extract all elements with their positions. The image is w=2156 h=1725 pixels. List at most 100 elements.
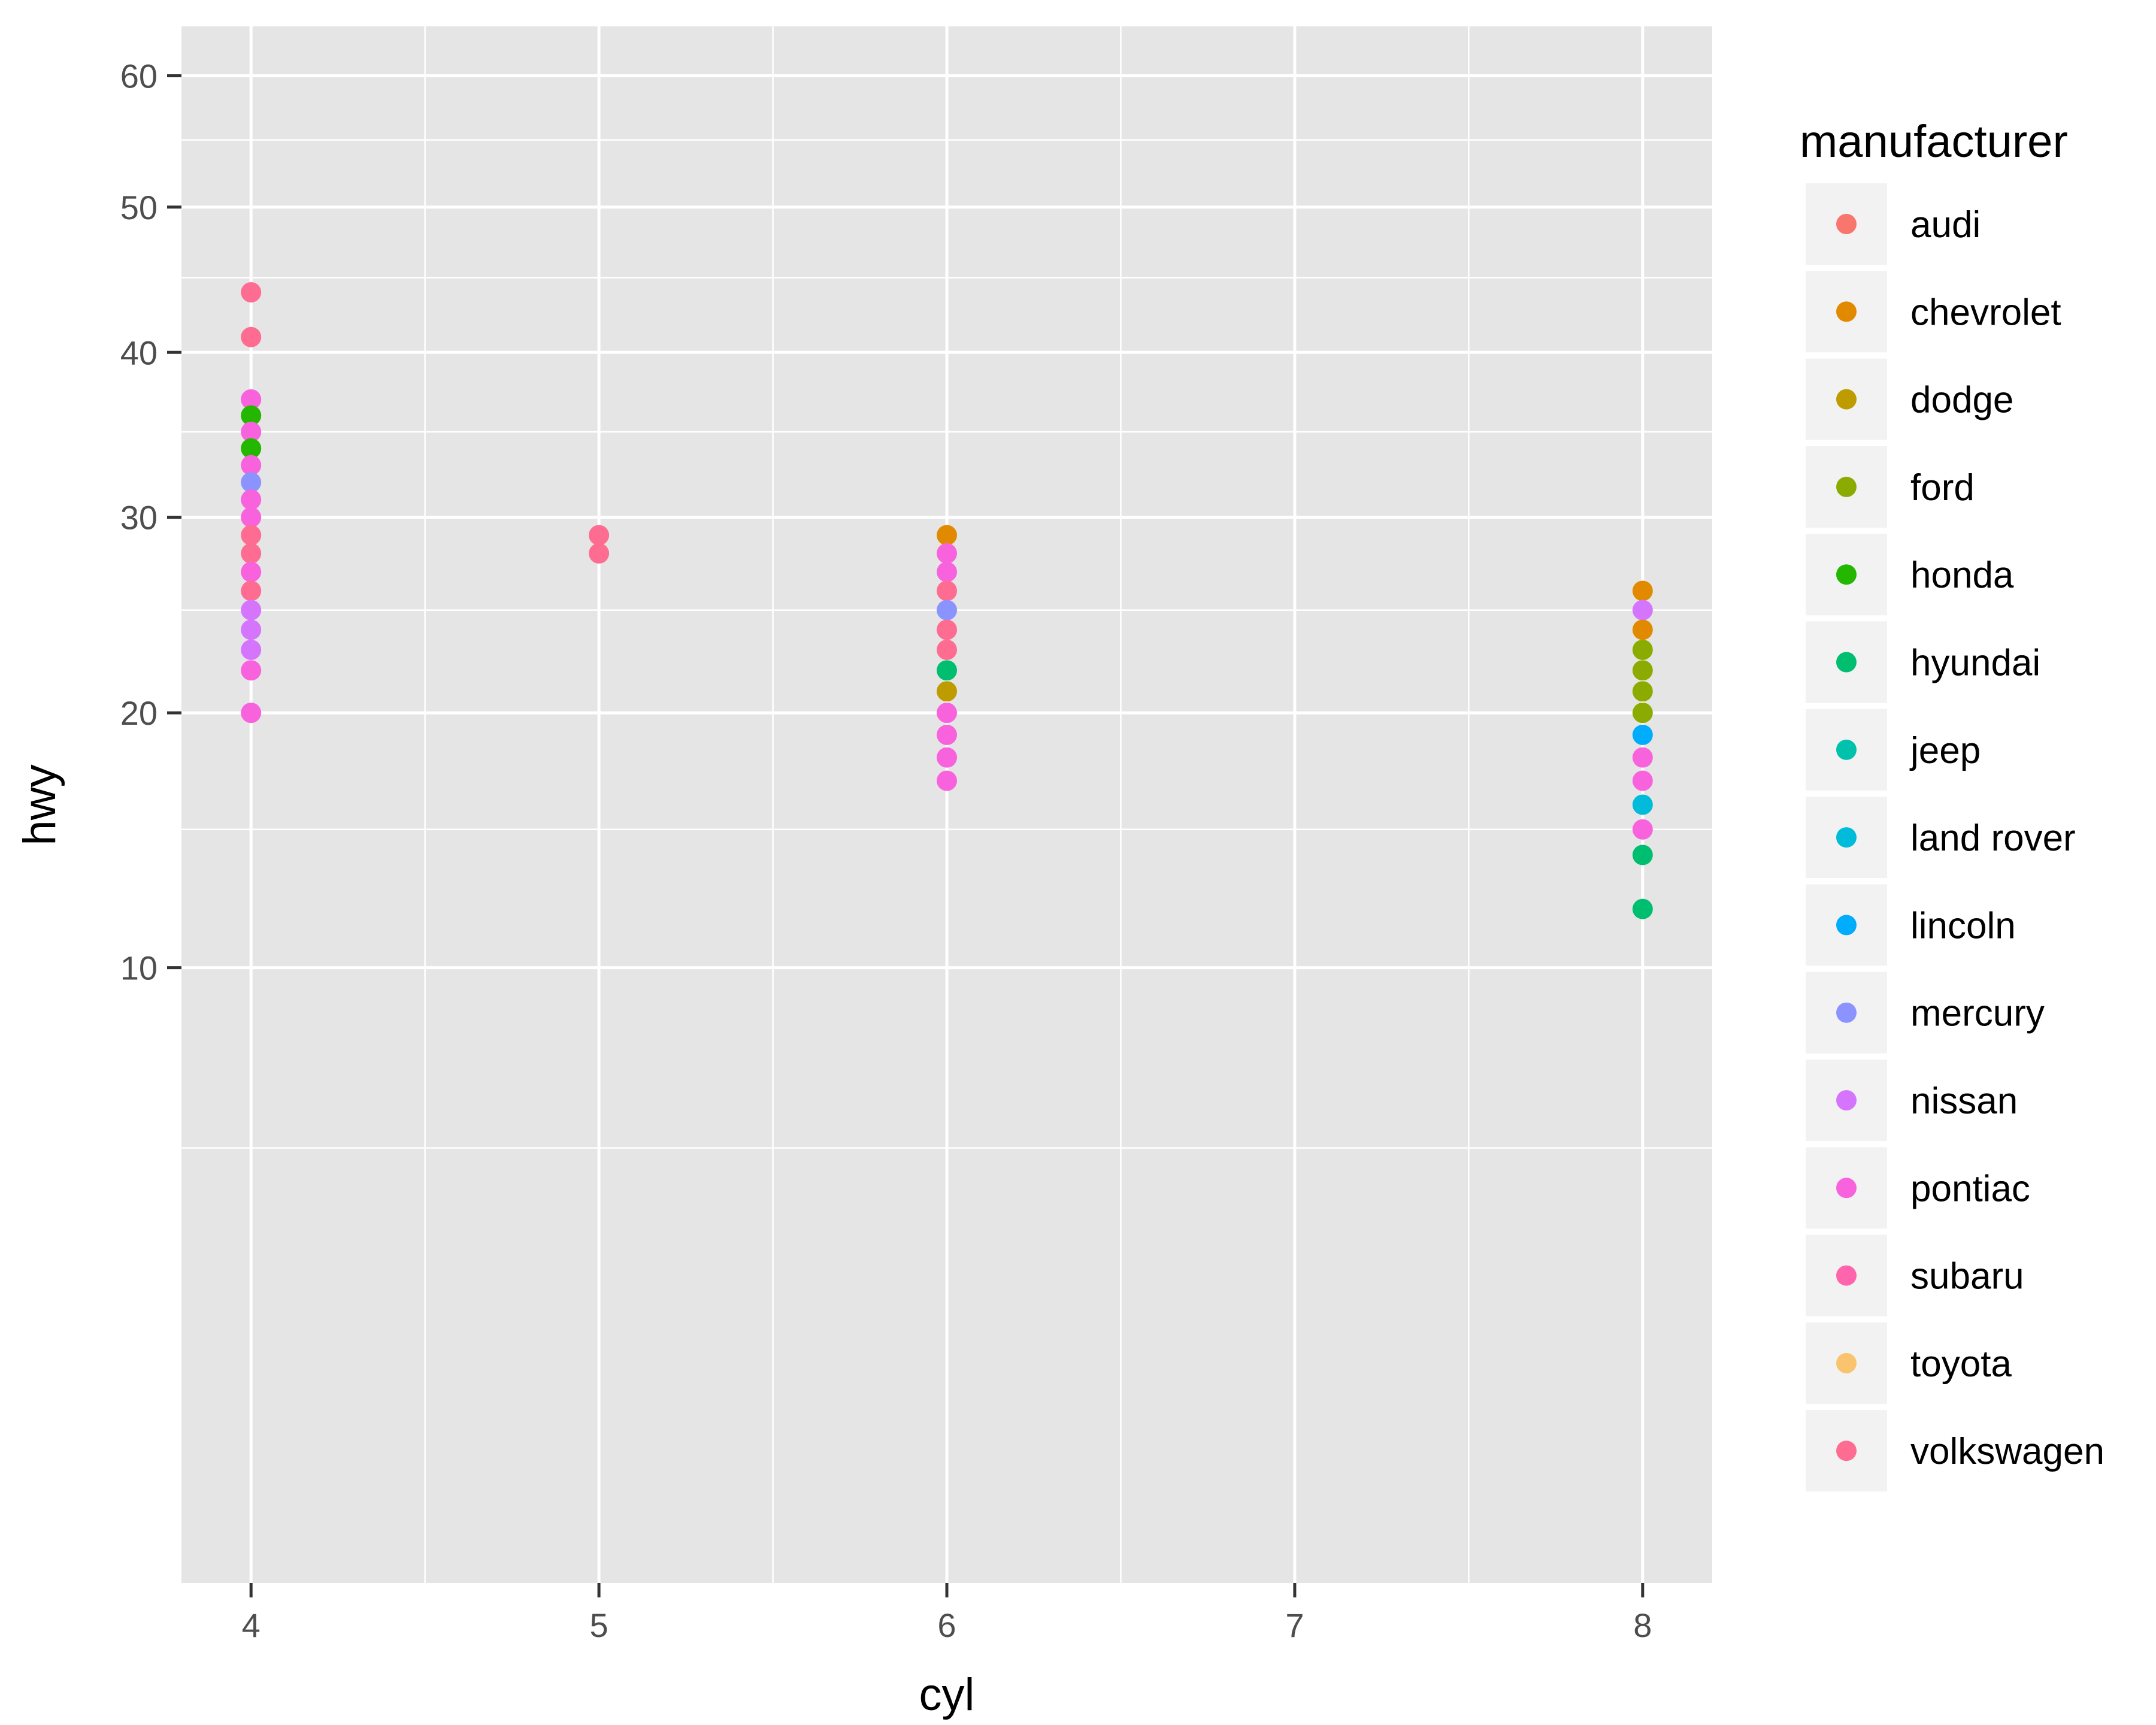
data-point	[937, 724, 957, 745]
legend-label: hyundai	[1910, 643, 2040, 684]
data-point	[241, 580, 262, 601]
legend-label: lincoln	[1910, 905, 2016, 946]
legend-key-dot	[1836, 652, 1857, 673]
legend-key-dot	[1836, 739, 1857, 760]
legend-label: volkswagen	[1910, 1431, 2104, 1472]
data-point	[937, 747, 957, 768]
legend-key-dot	[1836, 1265, 1857, 1286]
legend-item: hyundai	[1806, 621, 2040, 703]
legend-items: audi chevrolet dodge ford honda hyundai jeep la…	[1806, 183, 2104, 1492]
data-point	[1632, 660, 1653, 681]
data-point	[589, 525, 610, 546]
legend-item: volkswagen	[1806, 1410, 2104, 1492]
legend-item: subaru	[1806, 1234, 2024, 1317]
data-point	[1632, 681, 1653, 702]
data-point	[241, 455, 262, 476]
data-point	[241, 438, 262, 459]
legend-item: jeep	[1806, 709, 1981, 791]
data-point	[1632, 724, 1653, 745]
legend-label: mercury	[1910, 993, 2045, 1034]
data-point	[937, 561, 957, 582]
legend-label: jeep	[1909, 730, 1981, 771]
data-point	[937, 681, 957, 702]
data-point	[1632, 600, 1653, 621]
data-point	[241, 619, 262, 640]
y-tick-label: 60	[120, 58, 158, 95]
x-tick-label: 4	[242, 1606, 261, 1644]
legend-label: dodge	[1910, 380, 2013, 421]
data-point	[1632, 770, 1653, 791]
legend-key-dot	[1836, 1090, 1857, 1110]
legend-key-dot	[1836, 1352, 1857, 1373]
data-point	[241, 507, 262, 528]
x-axis-title: cyl	[919, 1669, 975, 1720]
data-point	[1632, 619, 1653, 640]
data-point	[241, 326, 262, 347]
legend-label: subaru	[1910, 1256, 2024, 1297]
legend-key-dot	[1836, 564, 1857, 585]
data-point	[241, 489, 262, 510]
legend-item: nissan	[1806, 1060, 2018, 1141]
data-point	[1632, 639, 1653, 660]
data-point	[241, 422, 262, 443]
legend-key-dot	[1836, 476, 1857, 497]
data-point	[937, 619, 957, 640]
data-point	[241, 703, 262, 724]
legend-key-dot	[1836, 915, 1857, 936]
legend-label: audi	[1910, 204, 1981, 246]
legend-label: ford	[1910, 467, 1975, 509]
legend-label: chevrolet	[1910, 292, 2061, 333]
y-tick-label: 30	[120, 499, 158, 537]
y-tick-label: 40	[120, 334, 158, 371]
x-tick-label: 7	[1285, 1606, 1304, 1644]
legend-key-dot	[1836, 214, 1857, 234]
legend-key-dot	[1836, 1002, 1857, 1023]
data-point	[1632, 794, 1653, 815]
data-point	[937, 543, 957, 564]
legend: manufacturer audi chevrolet dodge ford honda…	[1800, 116, 2104, 1492]
data-point	[937, 770, 957, 791]
data-point	[241, 389, 262, 410]
data-point	[1632, 898, 1653, 919]
x-tick-label: 8	[1633, 1606, 1652, 1644]
data-point	[241, 282, 262, 303]
legend-item: ford	[1806, 446, 1975, 528]
legend-key-dot	[1836, 389, 1857, 410]
legend-item: toyota	[1806, 1322, 2012, 1404]
legend-title: manufacturer	[1800, 116, 2068, 167]
data-point	[1632, 845, 1653, 865]
data-point	[241, 543, 262, 564]
data-point	[589, 543, 610, 564]
legend-item: land rover	[1806, 797, 2076, 879]
data-point	[937, 600, 957, 621]
data-point	[241, 472, 262, 493]
y-tick-label: 50	[120, 189, 158, 226]
legend-item: chevrolet	[1806, 271, 2061, 353]
legend-item: dodge	[1806, 358, 2013, 440]
data-point	[937, 525, 957, 546]
y-axis-title: hwy	[14, 764, 65, 845]
axes: 10 20 30 40 50 60 4 5 6 7 8 cyl hwy	[14, 58, 1652, 1720]
legend-item: honda	[1806, 534, 2014, 616]
data-point	[241, 639, 262, 660]
data-point	[937, 639, 957, 660]
data-point	[241, 561, 262, 582]
legend-label: nissan	[1910, 1081, 2018, 1122]
legend-item: mercury	[1806, 972, 2045, 1054]
legend-key-dot	[1836, 827, 1857, 848]
y-tick-label: 10	[120, 949, 158, 987]
y-tick-label: 20	[120, 694, 158, 732]
data-point	[1632, 747, 1653, 768]
legend-key-dot	[1836, 1178, 1857, 1199]
data-point	[937, 580, 957, 601]
data-point	[1632, 580, 1653, 601]
legend-label: toyota	[1910, 1343, 2012, 1385]
legend-item: audi	[1806, 183, 1981, 265]
legend-item: lincoln	[1806, 884, 2016, 966]
y-axis-ticks: 10 20 30 40 50 60	[120, 58, 181, 987]
data-point	[1632, 819, 1653, 840]
plot-area	[181, 26, 1712, 1583]
x-axis-ticks: 4 5 6 7 8	[242, 1583, 1652, 1644]
data-point	[937, 703, 957, 724]
data-point	[241, 660, 262, 681]
